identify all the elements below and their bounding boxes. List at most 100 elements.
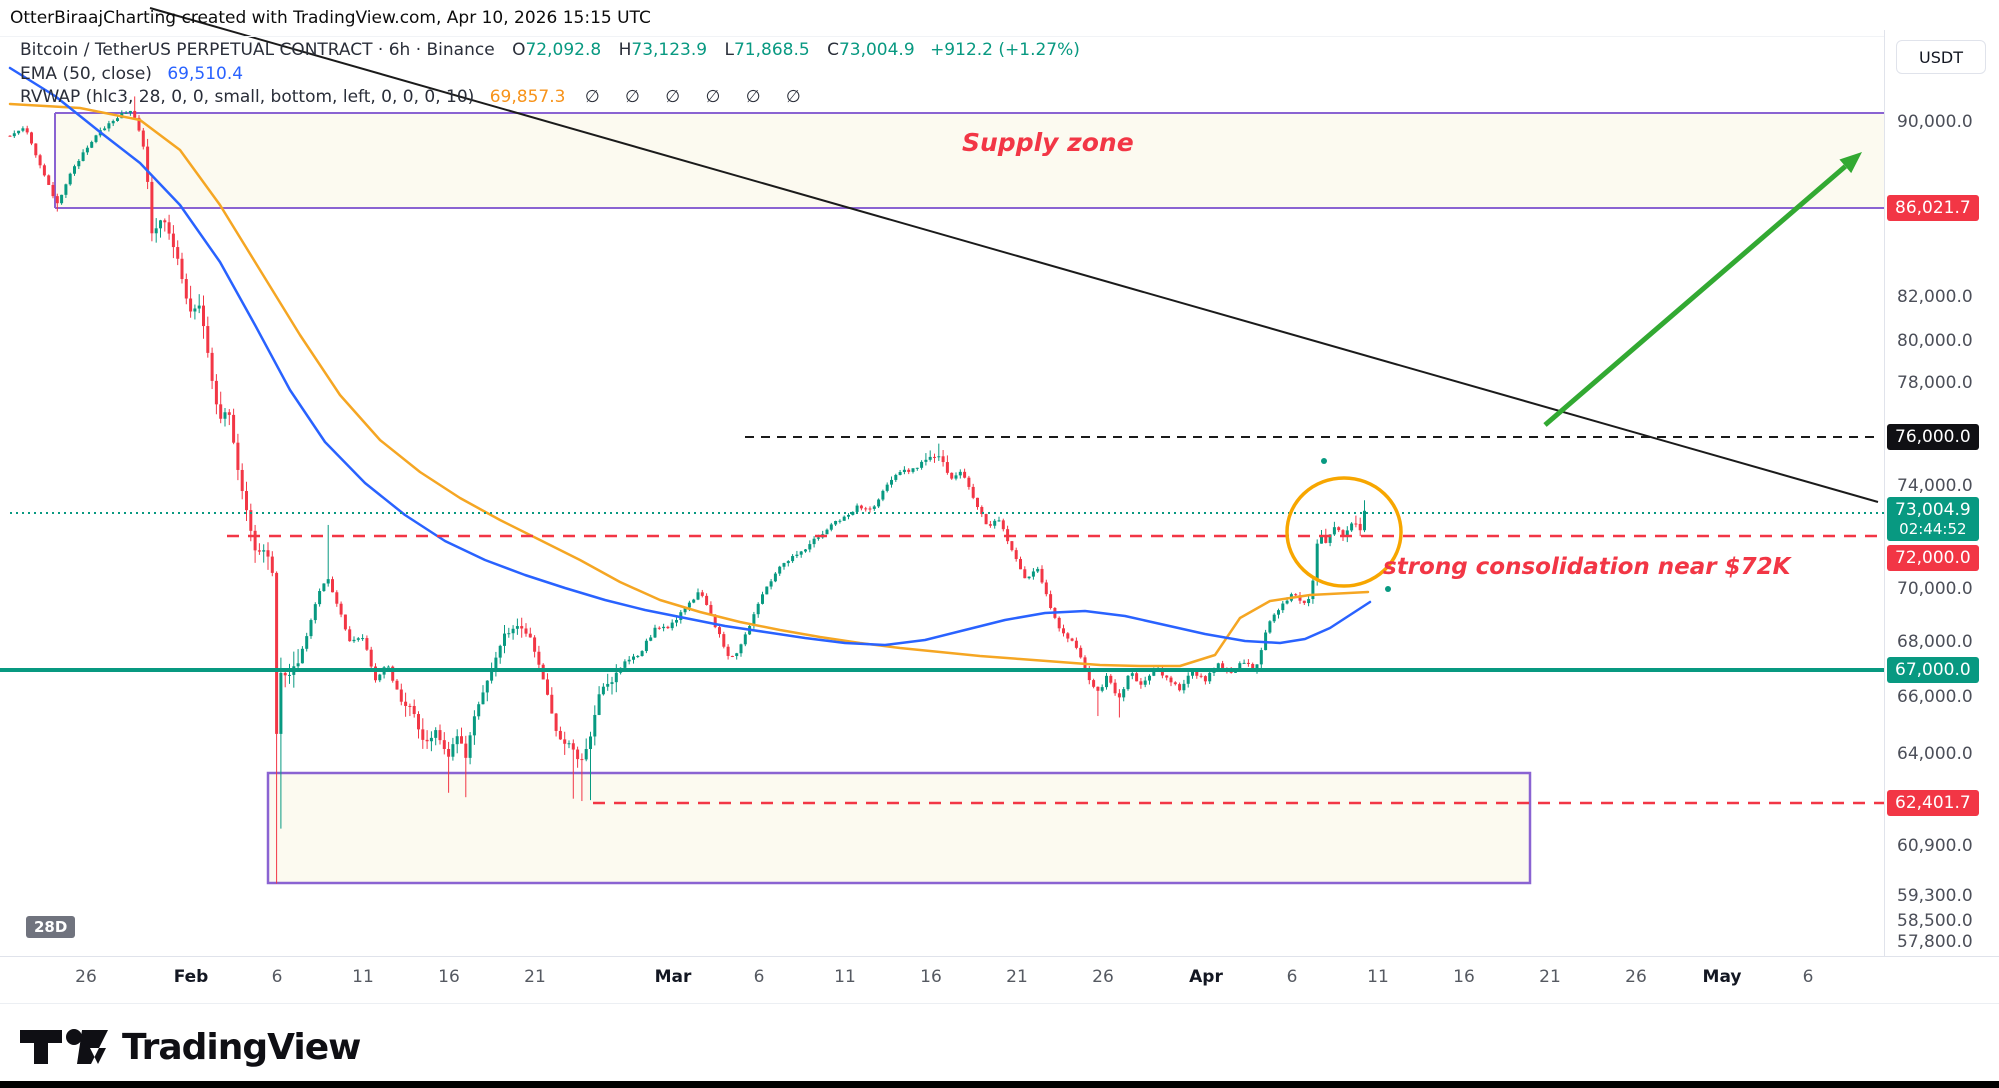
- candle-body: [352, 639, 356, 642]
- candle-body: [356, 638, 360, 640]
- candle-body: [227, 412, 231, 415]
- low-value: 71,868.5: [733, 40, 810, 60]
- candle-body: [77, 160, 81, 167]
- candle-body: [141, 130, 145, 147]
- time-axis-day-label: 16: [1453, 967, 1475, 987]
- candle-body: [1332, 527, 1336, 535]
- candle-body: [348, 629, 352, 642]
- rvwap-indicator-row[interactable]: RVWAP (hlc3, 28, 0, 0, small, bottom, le…: [20, 87, 811, 107]
- time-axis-month-label: Apr: [1189, 967, 1223, 987]
- candle-body: [1130, 673, 1134, 676]
- candle-body: [705, 595, 709, 605]
- candle-body: [197, 305, 201, 309]
- candle-body: [270, 556, 274, 573]
- candle-body: [47, 175, 51, 185]
- candle-body: [12, 133, 16, 137]
- candle-body: [176, 247, 180, 259]
- candle-body: [644, 640, 648, 652]
- candle-body: [713, 614, 717, 628]
- time-axis[interactable]: 26 Feb 6 11 16 21 Mar 6 11 16 21 26 Apr 6 11 16 21 26 May 6: [0, 956, 1999, 1004]
- arrow-head: [1839, 152, 1862, 174]
- close-value: 73,004.9: [838, 40, 915, 60]
- candle-body: [1044, 582, 1048, 595]
- candle-body: [864, 508, 868, 510]
- low-label: L: [724, 40, 734, 60]
- candle-body: [816, 537, 820, 539]
- candle-body: [434, 730, 438, 738]
- candle-body: [550, 694, 554, 714]
- rvwap-label: RVWAP (hlc3, 28, 0, 0, small, bottom, le…: [20, 87, 475, 107]
- candle-body: [1074, 640, 1078, 648]
- candle-body: [116, 118, 119, 121]
- candle-body: [494, 657, 498, 670]
- currency-toggle-button[interactable]: USDT: [1896, 40, 1986, 74]
- candle-body: [726, 646, 730, 656]
- candle-body: [296, 663, 300, 667]
- candle-body: [546, 679, 549, 695]
- candle-body: [571, 743, 575, 750]
- candle-body: [1023, 569, 1027, 579]
- price-axis-label: 70,000.0: [1897, 579, 1973, 599]
- candle-body: [8, 135, 12, 137]
- candle-body: [68, 173, 72, 185]
- candle-body: [928, 456, 932, 460]
- descending-trendline: [149, 7, 1879, 503]
- candle-body: [343, 614, 347, 630]
- time-axis-month-label: Feb: [173, 967, 209, 987]
- candle-body: [829, 524, 833, 530]
- candle-body: [472, 716, 476, 736]
- price-axis-label: 60,900.0: [1897, 836, 1973, 856]
- candle-body: [206, 326, 210, 353]
- candle-body: [1105, 675, 1108, 688]
- candle-body: [442, 740, 446, 749]
- candle-body: [1062, 628, 1065, 634]
- change-value: +912.2 (+1.27%): [930, 40, 1080, 60]
- candle-body: [279, 672, 283, 734]
- rvwap-empty-set-icons: ∅ ∅ ∅ ∅ ∅ ∅: [584, 87, 811, 107]
- ema-indicator-row[interactable]: EMA (50, close) 69,510.4: [20, 64, 243, 84]
- price-axis-label: 64,000.0: [1897, 744, 1973, 764]
- candle-body: [1165, 675, 1169, 678]
- candle-body: [309, 620, 313, 637]
- candle-body: [636, 655, 640, 657]
- candle-body: [1307, 599, 1311, 604]
- candle-body: [399, 689, 403, 702]
- candle-body: [967, 477, 971, 487]
- candle-body: [21, 128, 25, 131]
- candle-body: [447, 748, 451, 757]
- time-axis-day-label: 26: [1625, 967, 1647, 987]
- candle-body: [249, 510, 253, 531]
- price-axis-label: 66,000.0: [1897, 687, 1973, 707]
- candle-body: [593, 714, 597, 737]
- consolidation-annotation: strong consolidation near $72K: [1383, 554, 1791, 580]
- price-axis-label: 59,300.0: [1897, 886, 1973, 906]
- candle-body: [537, 651, 541, 665]
- tradingview-logo[interactable]: TradingView: [18, 1024, 361, 1070]
- candle-body: [481, 692, 485, 705]
- candle-body: [1169, 677, 1173, 683]
- symbol-legend-row[interactable]: Bitcoin / TetherUS PERPETUAL CONTRACT · …: [20, 40, 1080, 60]
- candle-body: [1100, 687, 1104, 691]
- candle-body: [786, 561, 790, 564]
- price-axis[interactable]: 90,000.0 86,021.7 82,000.0 80,000.0 78,000.0…: [1884, 30, 1999, 956]
- candle-body: [1001, 520, 1005, 530]
- candle-body: [1302, 600, 1306, 604]
- candle-body: [1092, 680, 1096, 687]
- candle-body: [1208, 672, 1212, 682]
- candle-body: [361, 638, 365, 640]
- candle-body: [907, 469, 911, 472]
- candle-body: [1354, 523, 1358, 525]
- candle-body: [825, 529, 829, 535]
- candle-body: [189, 298, 193, 312]
- candle-body: [219, 404, 223, 419]
- candle-body: [1143, 680, 1147, 685]
- candle-body: [425, 739, 429, 742]
- bullish-projection-arrow: [1543, 164, 1847, 427]
- candle-body: [1117, 693, 1121, 698]
- candle-body: [305, 636, 309, 649]
- candle-body: [558, 730, 562, 740]
- candle-body: [1027, 576, 1031, 579]
- candle-body: [894, 474, 898, 480]
- candle-body: [490, 669, 494, 681]
